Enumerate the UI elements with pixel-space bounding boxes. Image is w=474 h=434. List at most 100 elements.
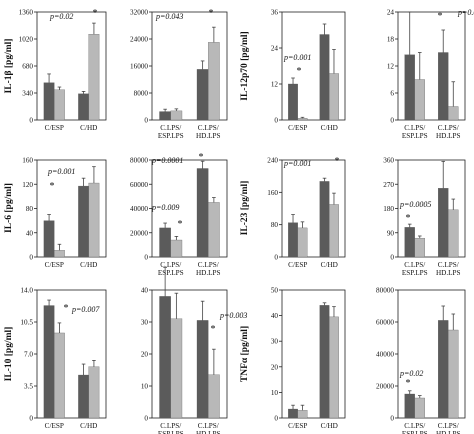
bar-light [208, 374, 220, 419]
chart-panel-12: 020000400006000080000C.LPS/ESP.LPSC.LPS/… [376, 287, 466, 434]
bar-dark [319, 181, 330, 258]
x-category-label: ESP.LPS [402, 269, 428, 277]
p-value-annotation: p=0.0001 [151, 156, 183, 165]
y-tick-label: 0 [144, 117, 148, 125]
significance-star: * [297, 66, 302, 77]
y-axis-label: IL-12p70 [pg/ml] [240, 31, 250, 100]
bar-light [88, 34, 100, 121]
bar-dark [196, 168, 209, 258]
y-tick-label: 80 [26, 205, 34, 213]
p-value-annotation: p=0.001 [47, 167, 75, 176]
bar-dark [288, 408, 298, 419]
bar-dark [196, 69, 209, 121]
y-tick-label: 40000 [376, 351, 394, 359]
y-tick-label: 10 [271, 389, 279, 397]
y-tick-label: 10 [141, 383, 149, 391]
x-category-label: C/ESP [45, 261, 64, 269]
x-category-label: C.LPS/ [438, 422, 459, 430]
bar-dark [288, 83, 298, 121]
y-tick-label: 0 [274, 117, 278, 125]
significance-star: * [406, 378, 411, 389]
y-tick-label: 240 [267, 157, 278, 165]
y-tick-label: 50 [271, 287, 279, 295]
chart-panel-5: 0 40 80 120 160 IL-6 [pg/ml] C/ESP C/HD p=0.001 * [4, 157, 107, 269]
significance-star: * [438, 11, 443, 22]
x-category-label: C.LPS/ [160, 422, 181, 430]
y-tick-label: 20000 [130, 229, 148, 237]
bar-light [170, 239, 183, 258]
plot-frame [281, 11, 346, 121]
bar-light [329, 204, 339, 258]
significance-star: * [50, 181, 55, 192]
y-tick-label: 80000 [376, 287, 394, 295]
bar-dark [159, 227, 171, 258]
y-tick-label: 1020 [19, 36, 34, 44]
bar-light [329, 73, 339, 121]
bar-dark [438, 320, 449, 419]
chart-panel-8: 090180270360C.LPS/ESP.LPSC.LPS/HD.LPSp=0… [383, 157, 466, 277]
y-tick-label: 180 [383, 205, 394, 213]
y-tick-label: 60000 [130, 181, 148, 189]
bar-light [54, 250, 65, 258]
y-tick-label: 160 [267, 189, 278, 197]
significance-star: * [211, 324, 216, 335]
x-category-label: C.LPS/ [198, 124, 219, 132]
p-value-annotation: p=0.03 [457, 8, 474, 17]
significance-star: * [178, 219, 183, 230]
x-category-label: C.LPS/ [404, 261, 425, 269]
bar-light [297, 410, 308, 419]
y-tick-label: 18 [387, 36, 395, 44]
bar-light [329, 316, 339, 419]
chart-panel-7: 0 80 160 240 IL-23 [pg/ml] C/ESP C/HD p=0.001 * [240, 156, 346, 269]
y-tick-label: 270 [383, 181, 394, 189]
x-category-label: C.LPS/ [438, 124, 459, 132]
bar-dark [78, 185, 89, 258]
y-tick-label: 0 [144, 254, 148, 262]
x-category-label: C.LPS/ [198, 261, 219, 269]
y-tick-label: 0 [144, 415, 148, 423]
bar-light [448, 209, 459, 258]
y-axis-label: IL-23 [pg/ml] [240, 181, 250, 236]
x-category-label: ESP.LPS [158, 430, 184, 434]
x-category-label: C/ESP [288, 261, 307, 269]
x-category-label: C/ESP [45, 124, 64, 132]
chart-panel-6: 020000400006000080000C.LPS/ESP.LPSC.LPS/… [130, 152, 228, 277]
y-axis-label: TNFα [pg/ml] [240, 326, 250, 382]
x-category-label: C/ESP [45, 422, 64, 430]
y-tick-label: 20 [271, 363, 279, 371]
y-tick-label: 12 [271, 81, 279, 89]
bar-dark [404, 393, 415, 419]
x-category-label: C.LPS/ [404, 124, 425, 132]
y-tick-label: 20 [141, 351, 149, 359]
y-tick-label: 80 [271, 221, 279, 229]
p-value-annotation: p=0.043 [155, 12, 183, 21]
x-category-label: C.LPS/ [198, 422, 219, 430]
p-value-annotation: p=0.009 [151, 203, 179, 212]
y-axis-label: IL-6 [pg/ml] [4, 183, 14, 233]
bar-light [208, 42, 220, 121]
x-category-label: HD.LPS [436, 132, 461, 140]
significance-star: * [406, 213, 411, 224]
bar-dark [288, 222, 298, 258]
significance-star: * [64, 303, 69, 314]
y-tick-label: 6 [390, 90, 394, 98]
p-value-annotation: p=0.003 [219, 311, 247, 320]
y-tick-label: 8000 [134, 90, 149, 98]
chart-panel-10: 010203040C.LPS/ESP.LPSC.LPS/HD.LPSp=0.00… [141, 267, 247, 434]
y-tick-label: 0 [390, 254, 394, 262]
p-value-annotation: p=0.001 [283, 53, 311, 62]
bar-light [170, 318, 183, 419]
bar-dark [438, 188, 449, 258]
x-category-label: C/ESP [288, 124, 307, 132]
x-category-label: ESP.LPS [158, 132, 184, 140]
plot-frame [281, 289, 346, 419]
bar-dark [43, 82, 55, 121]
chart-panel-2: 08000160002400032000C.LPS/ESP.LPSC.LPS/H… [130, 8, 228, 140]
bar-dark [404, 227, 415, 258]
significance-star: * [335, 156, 340, 167]
y-tick-label: 90 [387, 229, 395, 237]
p-value-annotation: p=0.007 [71, 305, 100, 314]
y-tick-label: 40 [271, 312, 279, 320]
